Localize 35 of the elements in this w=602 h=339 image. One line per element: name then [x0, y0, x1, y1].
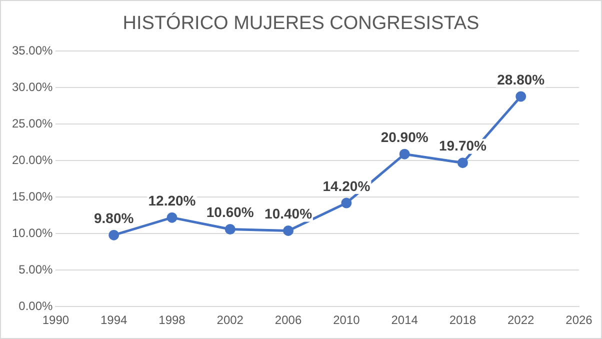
x-tick-label: 2014 — [391, 313, 418, 328]
point — [341, 198, 352, 208]
point — [283, 225, 294, 236]
point — [516, 91, 526, 102]
data-label: 14.20% — [322, 178, 371, 194]
x-tick-label: 1998 — [158, 313, 186, 328]
y-tick-label: 10.00% — [12, 226, 54, 240]
data-label: 9.80% — [94, 210, 134, 226]
y-tick-label: 0.00% — [18, 298, 54, 313]
data-label: 12.20% — [148, 192, 196, 208]
x-tick-label: 2018 — [449, 313, 476, 328]
point — [399, 148, 410, 160]
x-tick-label: 1990 — [42, 313, 70, 328]
data-label: 20.90% — [380, 128, 429, 145]
data-label: 28.80% — [497, 71, 546, 88]
x-tick-label: 2010 — [333, 313, 360, 328]
y-tick-label: 20.00% — [12, 152, 54, 167]
point — [457, 158, 468, 168]
data-label: 10.60% — [206, 204, 254, 220]
data-label: 10.40% — [264, 206, 313, 222]
y-tick-label: 35.00% — [12, 44, 54, 58]
y-tick-label: 25.00% — [12, 116, 54, 130]
x-tick-label: 2026 — [566, 313, 593, 328]
point — [108, 230, 120, 240]
data-label: 19.70% — [438, 138, 488, 154]
point — [224, 224, 236, 234]
x-tick-label: 1994 — [100, 313, 128, 328]
point — [166, 212, 178, 223]
x-tick-label: 2022 — [508, 313, 535, 328]
y-tick-label: 30.00% — [12, 80, 54, 94]
chart-title: HISTÓRICO MUJERES CONGRESISTAS — [122, 13, 480, 35]
x-tick-label: 2002 — [216, 313, 244, 328]
y-tick-label: 15.00% — [12, 189, 54, 204]
y-tick-label: 5.00% — [18, 262, 54, 276]
x-tick-label: 2006 — [274, 313, 302, 328]
